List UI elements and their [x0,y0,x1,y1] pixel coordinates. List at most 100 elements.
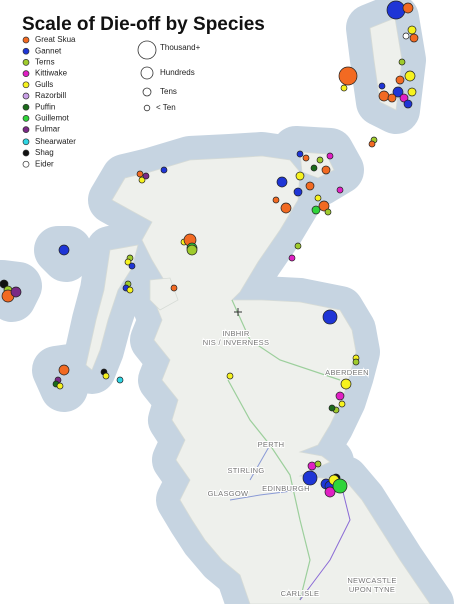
land [85,244,139,371]
size-swatch [137,40,157,60]
marker [128,262,136,270]
land-group [85,17,431,604]
legend-label: Fulmar [35,125,60,134]
legend-label: Shearwater [35,137,76,146]
legend-swatch [22,59,30,66]
marker [340,84,348,92]
marker [302,154,310,162]
legend-label: Terns [35,58,55,67]
place-label: PERTH [258,440,285,449]
legend: Great Skua Gannet Terns Kittiwake Gulls Razor… [22,35,201,168]
marker [324,486,336,498]
legend-swatch [22,103,30,111]
legend-swatch [22,138,30,146]
legend-swatch [22,70,30,77]
marker [338,400,346,408]
place-label: CARLISLE [281,589,320,598]
marker [56,382,64,390]
marker [402,32,410,40]
marker [294,242,302,250]
size-swatch [142,87,152,97]
place-label: INBHIR [222,329,250,338]
marker [324,208,332,216]
marker [272,196,280,204]
legend-label: Gannet [35,46,62,55]
marker [293,187,303,197]
size-swatch [143,104,151,112]
marker [316,156,324,164]
place-label: EDINBURGH [262,484,310,493]
marker [392,86,404,98]
marker [326,152,334,160]
markers [0,0,419,498]
marker [58,364,70,376]
marker [116,376,124,384]
marker [322,309,338,325]
marker [288,254,296,262]
size-swatch [140,66,154,80]
marker [305,181,315,191]
legend-swatch [22,115,30,122]
marker [398,58,406,66]
marker [126,286,134,294]
marker [368,140,376,148]
marker [321,165,331,175]
land [149,277,179,311]
marker [378,90,390,102]
marker [407,25,417,35]
legend-swatch [22,126,30,133]
border-line [299,479,351,601]
marker [58,244,70,256]
size-label: < Ten [156,103,176,112]
size-label: Tens [160,87,177,96]
marker [336,186,344,194]
marker [340,378,352,390]
legend-label: Gulls [35,80,53,89]
marker [170,284,178,292]
marker [136,170,144,178]
marker [10,286,22,298]
place-label: ABERDEEN [325,368,369,377]
legend-swatch [22,81,30,89]
marker [407,87,417,97]
marker [332,478,348,494]
legend-label: Guillemot [35,114,70,123]
legend-label: Kittiwake [35,69,68,78]
legend-label: Razorbill [35,91,66,100]
legend-swatch [22,36,30,44]
legend-label: Shag [35,148,54,157]
place-label: STIRLING [228,466,265,475]
place-label: NIS / INVERNESS [203,338,270,347]
marker [226,372,234,380]
marker [296,150,304,158]
legend-label: Puffin [35,102,55,111]
marker [352,358,360,366]
marker [318,200,330,212]
marker [276,176,288,188]
marker [311,205,321,215]
size-label: Hundreds [160,68,195,77]
marker [314,194,322,202]
legend-swatch [22,160,30,168]
marker [160,166,168,174]
marker [124,258,132,266]
place-label: UPON TYNE [349,585,395,594]
marker [404,70,416,82]
marker [310,164,318,172]
title: Scale of Die-off by Species [22,14,265,35]
marker [402,2,414,14]
marker [386,0,406,20]
marker [378,82,386,90]
marker [387,93,397,103]
legend-swatch [22,47,30,55]
marker [138,176,146,184]
marker [142,172,150,180]
marker [395,75,405,85]
marker [399,93,409,103]
size-label: Thousand+ [160,43,201,52]
marker [335,391,345,401]
marker [0,279,9,289]
